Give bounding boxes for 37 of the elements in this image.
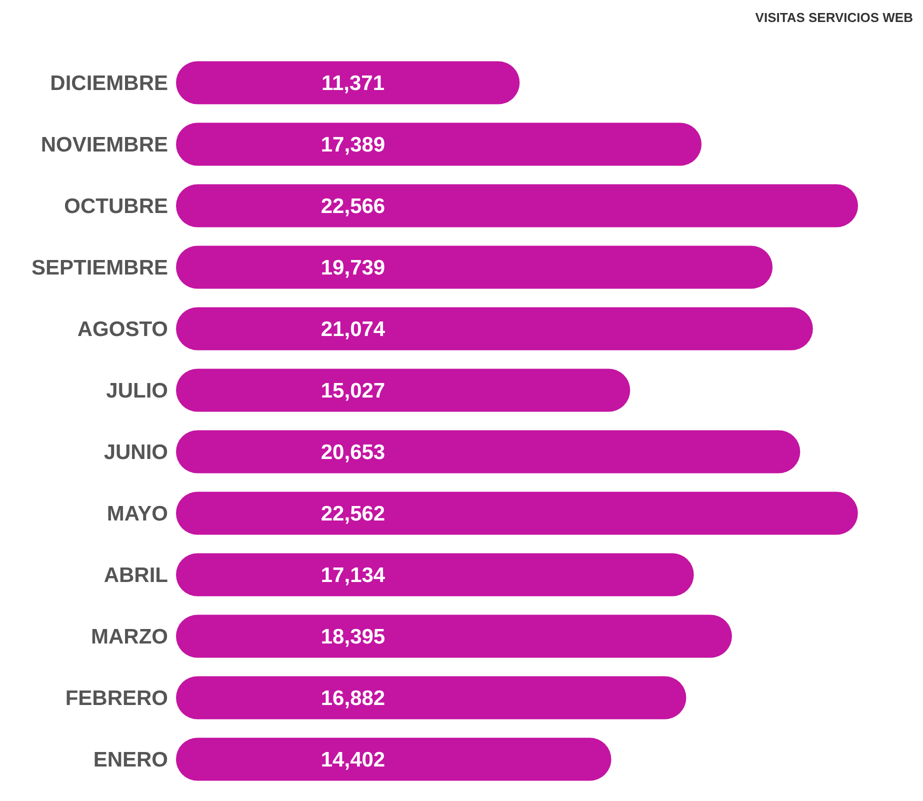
data-label: 15,027 — [320, 380, 386, 403]
data-label: 22,562 — [320, 502, 386, 526]
bar — [176, 61, 520, 104]
bar — [176, 122, 702, 166]
data-label: 11,371 — [321, 72, 385, 96]
y-tick-label: ABRIL — [104, 564, 168, 588]
y-tick-label: NOVIEMBRE — [40, 134, 168, 157]
data-label: 22,566 — [320, 195, 386, 218]
bar — [176, 430, 800, 474]
data-label: 18,395 — [320, 626, 386, 649]
bar — [176, 738, 612, 781]
y-tick-label: FEBRERO — [65, 687, 168, 710]
data-label: 16,882 — [320, 687, 386, 710]
bar — [176, 368, 630, 412]
y-tick-label: OCTUBRE — [64, 195, 168, 218]
data-label: 19,739 — [320, 256, 386, 280]
bar — [176, 307, 813, 350]
bar — [176, 492, 858, 535]
bar — [176, 676, 686, 720]
data-label: 20,653 — [320, 441, 386, 464]
y-tick-label: DICIEMBRE — [50, 72, 168, 96]
y-tick-label: AGOSTO — [77, 318, 168, 342]
y-tick-label: JUNIO — [104, 441, 168, 464]
data-label: 14,402 — [320, 748, 386, 772]
y-tick-label: JULIO — [106, 380, 168, 403]
bar — [176, 614, 732, 658]
bar — [176, 184, 858, 228]
bar — [176, 246, 773, 289]
data-label: 17,134 — [320, 564, 386, 588]
y-tick-label: MARZO — [91, 626, 168, 649]
data-label: 21,074 — [320, 318, 386, 342]
chart-title: VISITAS SERVICIOS WEB — [755, 10, 913, 25]
bar — [176, 553, 694, 596]
y-tick-label: MAYO — [106, 502, 168, 526]
y-tick-label: SEPTIEMBRE — [31, 256, 168, 280]
data-label: 17,389 — [320, 134, 386, 157]
y-tick-label: ENERO — [93, 748, 168, 772]
